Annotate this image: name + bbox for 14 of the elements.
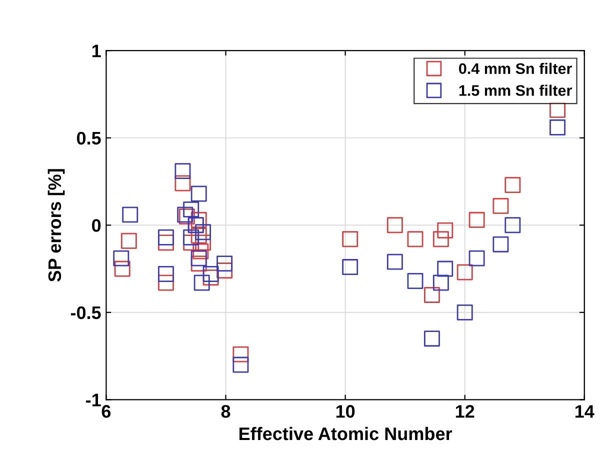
x-tick-label: 8 <box>221 405 230 418</box>
x-tick-label: 12 <box>456 405 474 418</box>
y-axis-title: SP errors [%] <box>48 169 65 282</box>
y-tick-label: 0 <box>92 219 101 232</box>
x-tick-label: 14 <box>575 405 594 418</box>
y-tick-label: -1 <box>86 394 101 406</box>
x-axis-title: Effective Atomic Number <box>239 426 452 440</box>
x-tick-label: 10 <box>336 405 355 418</box>
y-tick-label: -0.5 <box>70 306 101 320</box>
y-tick-label: 1 <box>92 44 101 58</box>
y-tick-label: 0.5 <box>76 132 101 145</box>
legend-label: 0.4 mm Sn filter <box>459 62 572 74</box>
legend-label: 1.5 mm Sn filter <box>459 84 572 96</box>
x-tick-label: 6 <box>102 405 111 418</box>
